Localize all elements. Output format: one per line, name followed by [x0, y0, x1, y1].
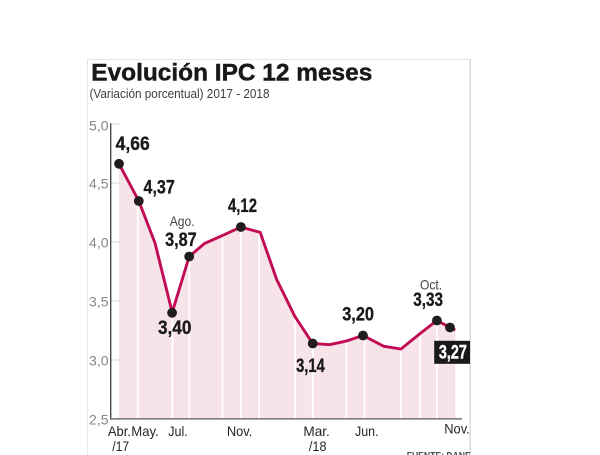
svg-text:5,0: 5,0	[89, 117, 109, 133]
svg-text:3,5: 3,5	[89, 293, 109, 309]
svg-text:(Variación porcentual) 2017 -: (Variación porcentual) 2017 - 2018	[90, 86, 270, 101]
svg-text:3,87: 3,87	[165, 230, 197, 251]
svg-text:Abr.: Abr.	[108, 424, 131, 439]
svg-text:4,12: 4,12	[228, 196, 257, 217]
svg-text:Jun.: Jun.	[355, 424, 379, 439]
svg-text:4,0: 4,0	[89, 234, 109, 250]
svg-text:4,37: 4,37	[144, 177, 175, 198]
svg-text:Nov.: Nov.	[444, 421, 470, 436]
svg-text:May.: May.	[131, 424, 159, 439]
svg-text:3,27: 3,27	[439, 342, 467, 363]
svg-text:Jul.: Jul.	[168, 424, 188, 439]
svg-text:3,40: 3,40	[158, 318, 191, 339]
svg-text:3,33: 3,33	[413, 290, 443, 311]
svg-text:Evolución IPC 12 meses: Evolución IPC 12 meses	[91, 59, 372, 86]
svg-text:2,5: 2,5	[89, 411, 109, 427]
svg-text:3,20: 3,20	[342, 305, 374, 326]
svg-text:Oct.: Oct.	[420, 276, 442, 292]
svg-text:3,14: 3,14	[296, 356, 325, 377]
svg-text:4,66: 4,66	[116, 134, 150, 155]
svg-text:FUENTE: DANE: FUENTE: DANE	[407, 451, 471, 455]
svg-text:3,0: 3,0	[89, 352, 109, 368]
svg-text:Ago.: Ago.	[170, 213, 195, 229]
svg-text:/18: /18	[309, 439, 327, 454]
svg-text:4,5: 4,5	[89, 175, 109, 191]
svg-text:Nov.: Nov.	[227, 424, 253, 439]
svg-text:Mar.: Mar.	[303, 424, 330, 439]
svg-text:/17: /17	[112, 439, 129, 454]
